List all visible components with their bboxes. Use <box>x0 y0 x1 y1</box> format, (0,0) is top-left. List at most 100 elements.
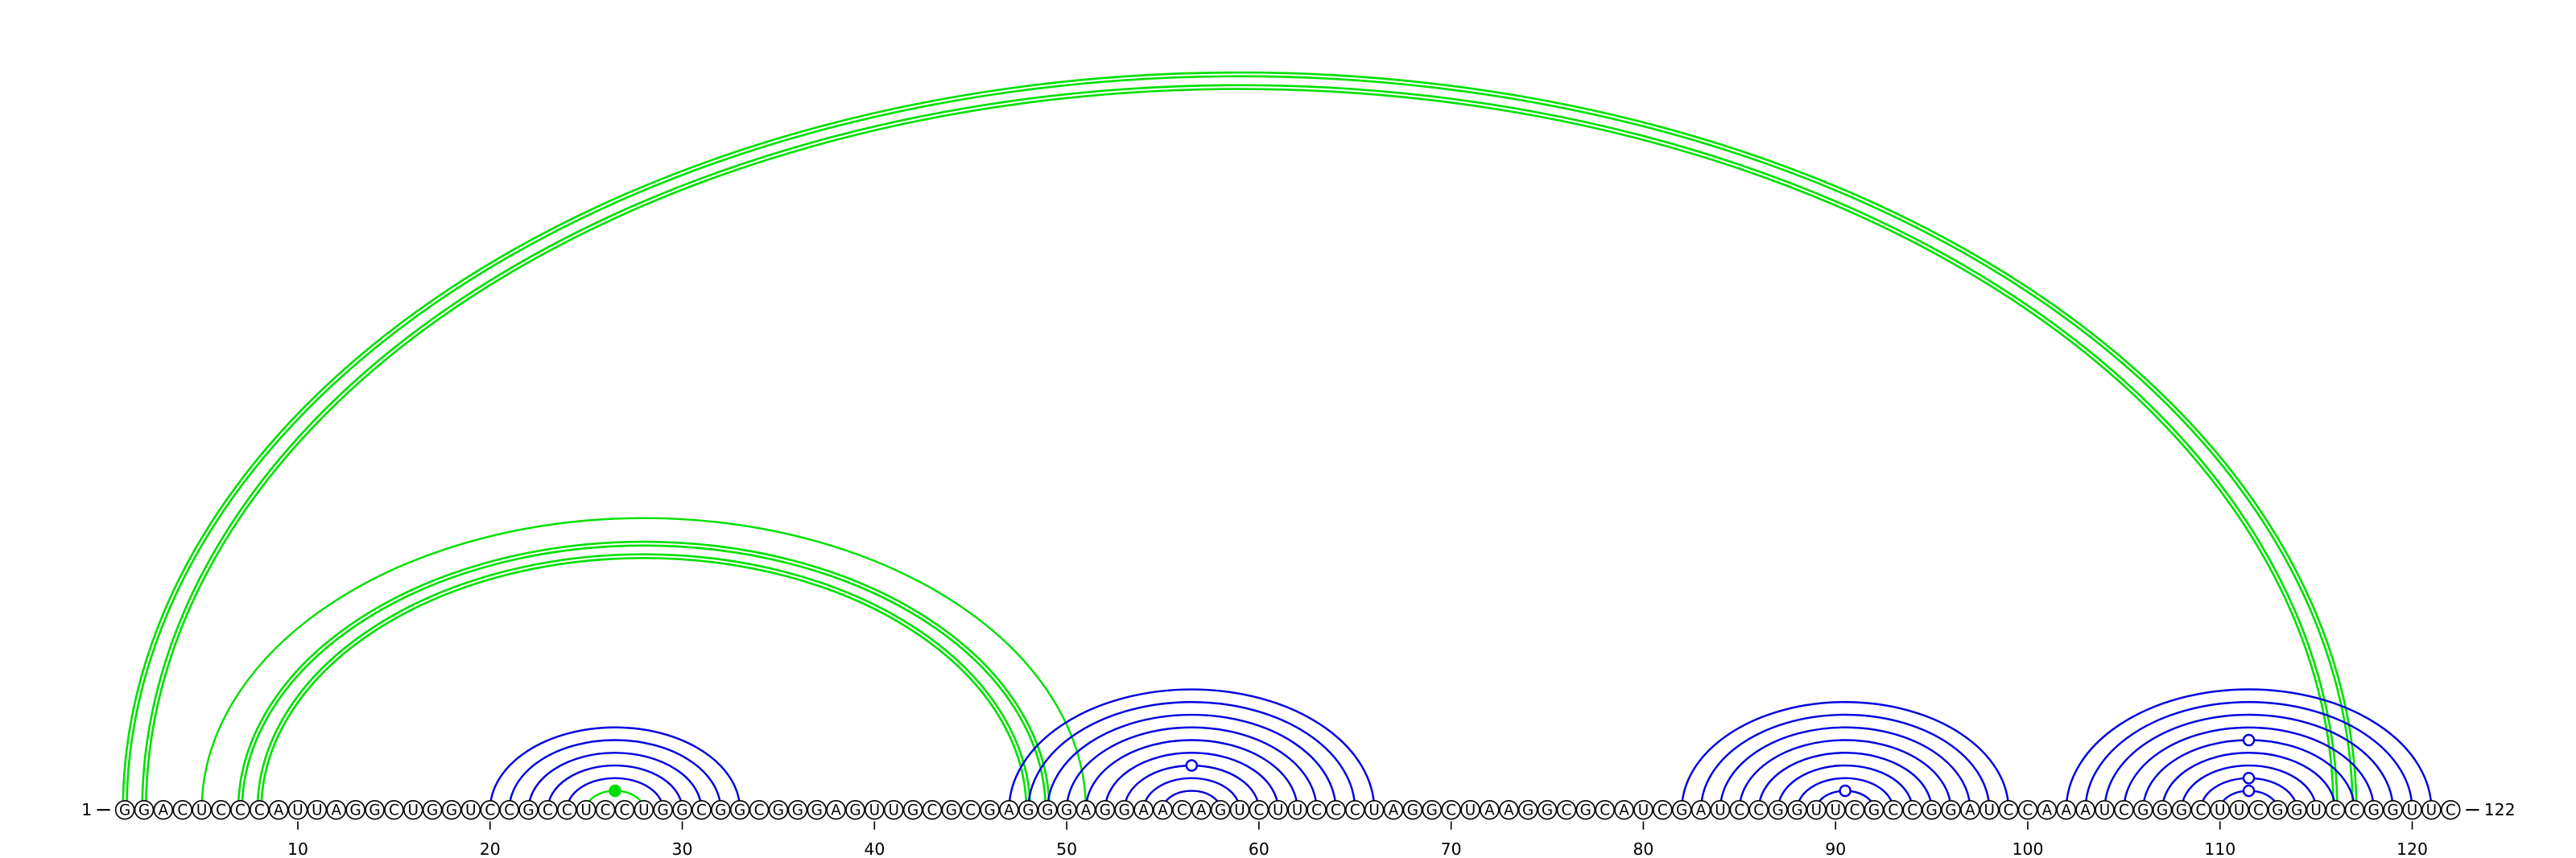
nucleotide: G <box>811 802 823 819</box>
nucleotide-circle <box>480 799 501 820</box>
nucleotide-circle <box>268 799 289 820</box>
nucleotide-circle <box>1517 799 1538 820</box>
arc <box>1142 777 1241 811</box>
tick-label: 30 <box>672 839 693 858</box>
nucleotide: C <box>2446 802 2456 819</box>
nucleotide-circle <box>1671 799 1692 820</box>
nucleotide: U <box>1830 802 1840 819</box>
nucleotide-circle <box>2325 799 2346 820</box>
nucleotide: A <box>159 802 169 819</box>
nucleotide-circle <box>902 799 923 820</box>
nucleotide-circle <box>1056 799 1077 820</box>
nucleotide: C <box>965 802 976 819</box>
nucleotide-circle <box>1864 799 1885 820</box>
nucleotide: U <box>580 802 591 819</box>
nucleotide: A <box>331 802 341 819</box>
nucleotide-circle <box>1287 799 1307 820</box>
nucleotide-circle <box>1883 799 1904 820</box>
nucleotide: G <box>1522 802 1534 819</box>
arc <box>566 777 664 811</box>
arc <box>141 84 2339 811</box>
nucleotide-circle <box>230 799 250 820</box>
nucleotide: C <box>1734 802 1744 819</box>
nucleotide-circle <box>499 799 519 820</box>
nucleotide-circle <box>787 799 808 820</box>
nucleotide: U <box>1292 802 1302 819</box>
nucleotide-circle <box>365 799 385 820</box>
nucleotide-circle <box>1441 799 1461 820</box>
arc <box>1680 701 2010 811</box>
nucleotide: G <box>1772 802 1783 819</box>
nucleotide-circle <box>345 799 365 820</box>
nucleotide-circle <box>1537 799 1558 820</box>
nucleotide: C <box>696 802 707 819</box>
nucleotide: U <box>1234 802 1245 819</box>
arc <box>1796 777 1895 811</box>
nucleotide: A <box>2080 802 2091 819</box>
nucleotide: C <box>1253 802 1264 819</box>
nucleotide-circle <box>1460 799 1480 820</box>
tick-label: 120 <box>2396 839 2428 858</box>
nucleotide: A <box>1965 802 1975 819</box>
nucleotide: A <box>2061 802 2071 819</box>
nucleotide-circle <box>1960 799 1980 820</box>
nucleotide: U <box>2099 802 2110 819</box>
arc <box>2180 764 2318 811</box>
nucleotide-circle <box>845 799 865 820</box>
nucleotide-circle <box>2190 799 2211 820</box>
nucleotide-circle <box>2229 799 2249 820</box>
nucleotide-circle <box>1941 799 1961 820</box>
nucleotide: G <box>2137 802 2149 819</box>
nucleotide-circle <box>1787 799 1807 820</box>
nucleotide: A <box>1196 802 1207 819</box>
nucleotide: U <box>2407 802 2417 819</box>
nucleotide: G <box>1542 802 1553 819</box>
nucleotide: C <box>1350 802 1360 819</box>
arc <box>1104 752 1279 811</box>
nucleotide-circle <box>1979 799 2000 820</box>
nucleotide-circle <box>2441 799 2461 820</box>
nucleotide-circle <box>941 799 962 820</box>
nucleotide: U <box>2215 802 2225 819</box>
arc <box>489 726 741 811</box>
nucleotide: C <box>504 802 514 819</box>
nucleotide: C <box>177 802 188 819</box>
nucleotide-circle <box>1268 799 1289 820</box>
noncanonical-marker <box>609 784 621 798</box>
nucleotide-circle <box>1575 799 1596 820</box>
nucleotide-circle <box>1614 799 1634 820</box>
nucleotide: U <box>1984 802 1994 819</box>
nucleotide: G <box>907 802 919 819</box>
arc <box>1084 739 1298 811</box>
nucleotide-circle <box>557 799 577 820</box>
nucleotide: G <box>119 802 130 819</box>
nucleotide: G <box>1100 802 1111 819</box>
nucleotide: C <box>1600 802 1610 819</box>
nucleotide-circle <box>287 799 308 820</box>
nucleotide-circle <box>2248 799 2268 820</box>
nucleotide-circle <box>2268 799 2288 820</box>
nucleotide-circle <box>2095 799 2115 820</box>
nucleotide-circle <box>460 799 481 820</box>
arc <box>200 517 1088 811</box>
tick-label: 60 <box>1249 839 1269 858</box>
nucleotide-circle <box>1133 799 1154 820</box>
nucleotide: C <box>2004 802 2014 819</box>
nucleotide-circle <box>576 799 597 820</box>
nucleotide: G <box>2368 802 2380 819</box>
nucleotide: G <box>138 802 150 819</box>
tick-label: 90 <box>1825 839 1846 858</box>
nucleotide: A <box>1504 802 1514 819</box>
nucleotide: G <box>1022 802 1034 819</box>
nucleotide-circle <box>691 799 712 820</box>
end-label: 122 <box>2484 800 2516 819</box>
nucleotide: C <box>2349 802 2359 819</box>
nucleotide: C <box>254 802 265 819</box>
arc <box>1046 713 1337 811</box>
nucleotide-circle <box>1422 799 1443 820</box>
nucleotide: U <box>196 802 207 819</box>
noncanonical-marker <box>2242 733 2256 747</box>
nucleotide-circle <box>672 799 692 820</box>
nucleotide-circle <box>2114 799 2134 820</box>
nucleotide: G <box>715 802 726 819</box>
